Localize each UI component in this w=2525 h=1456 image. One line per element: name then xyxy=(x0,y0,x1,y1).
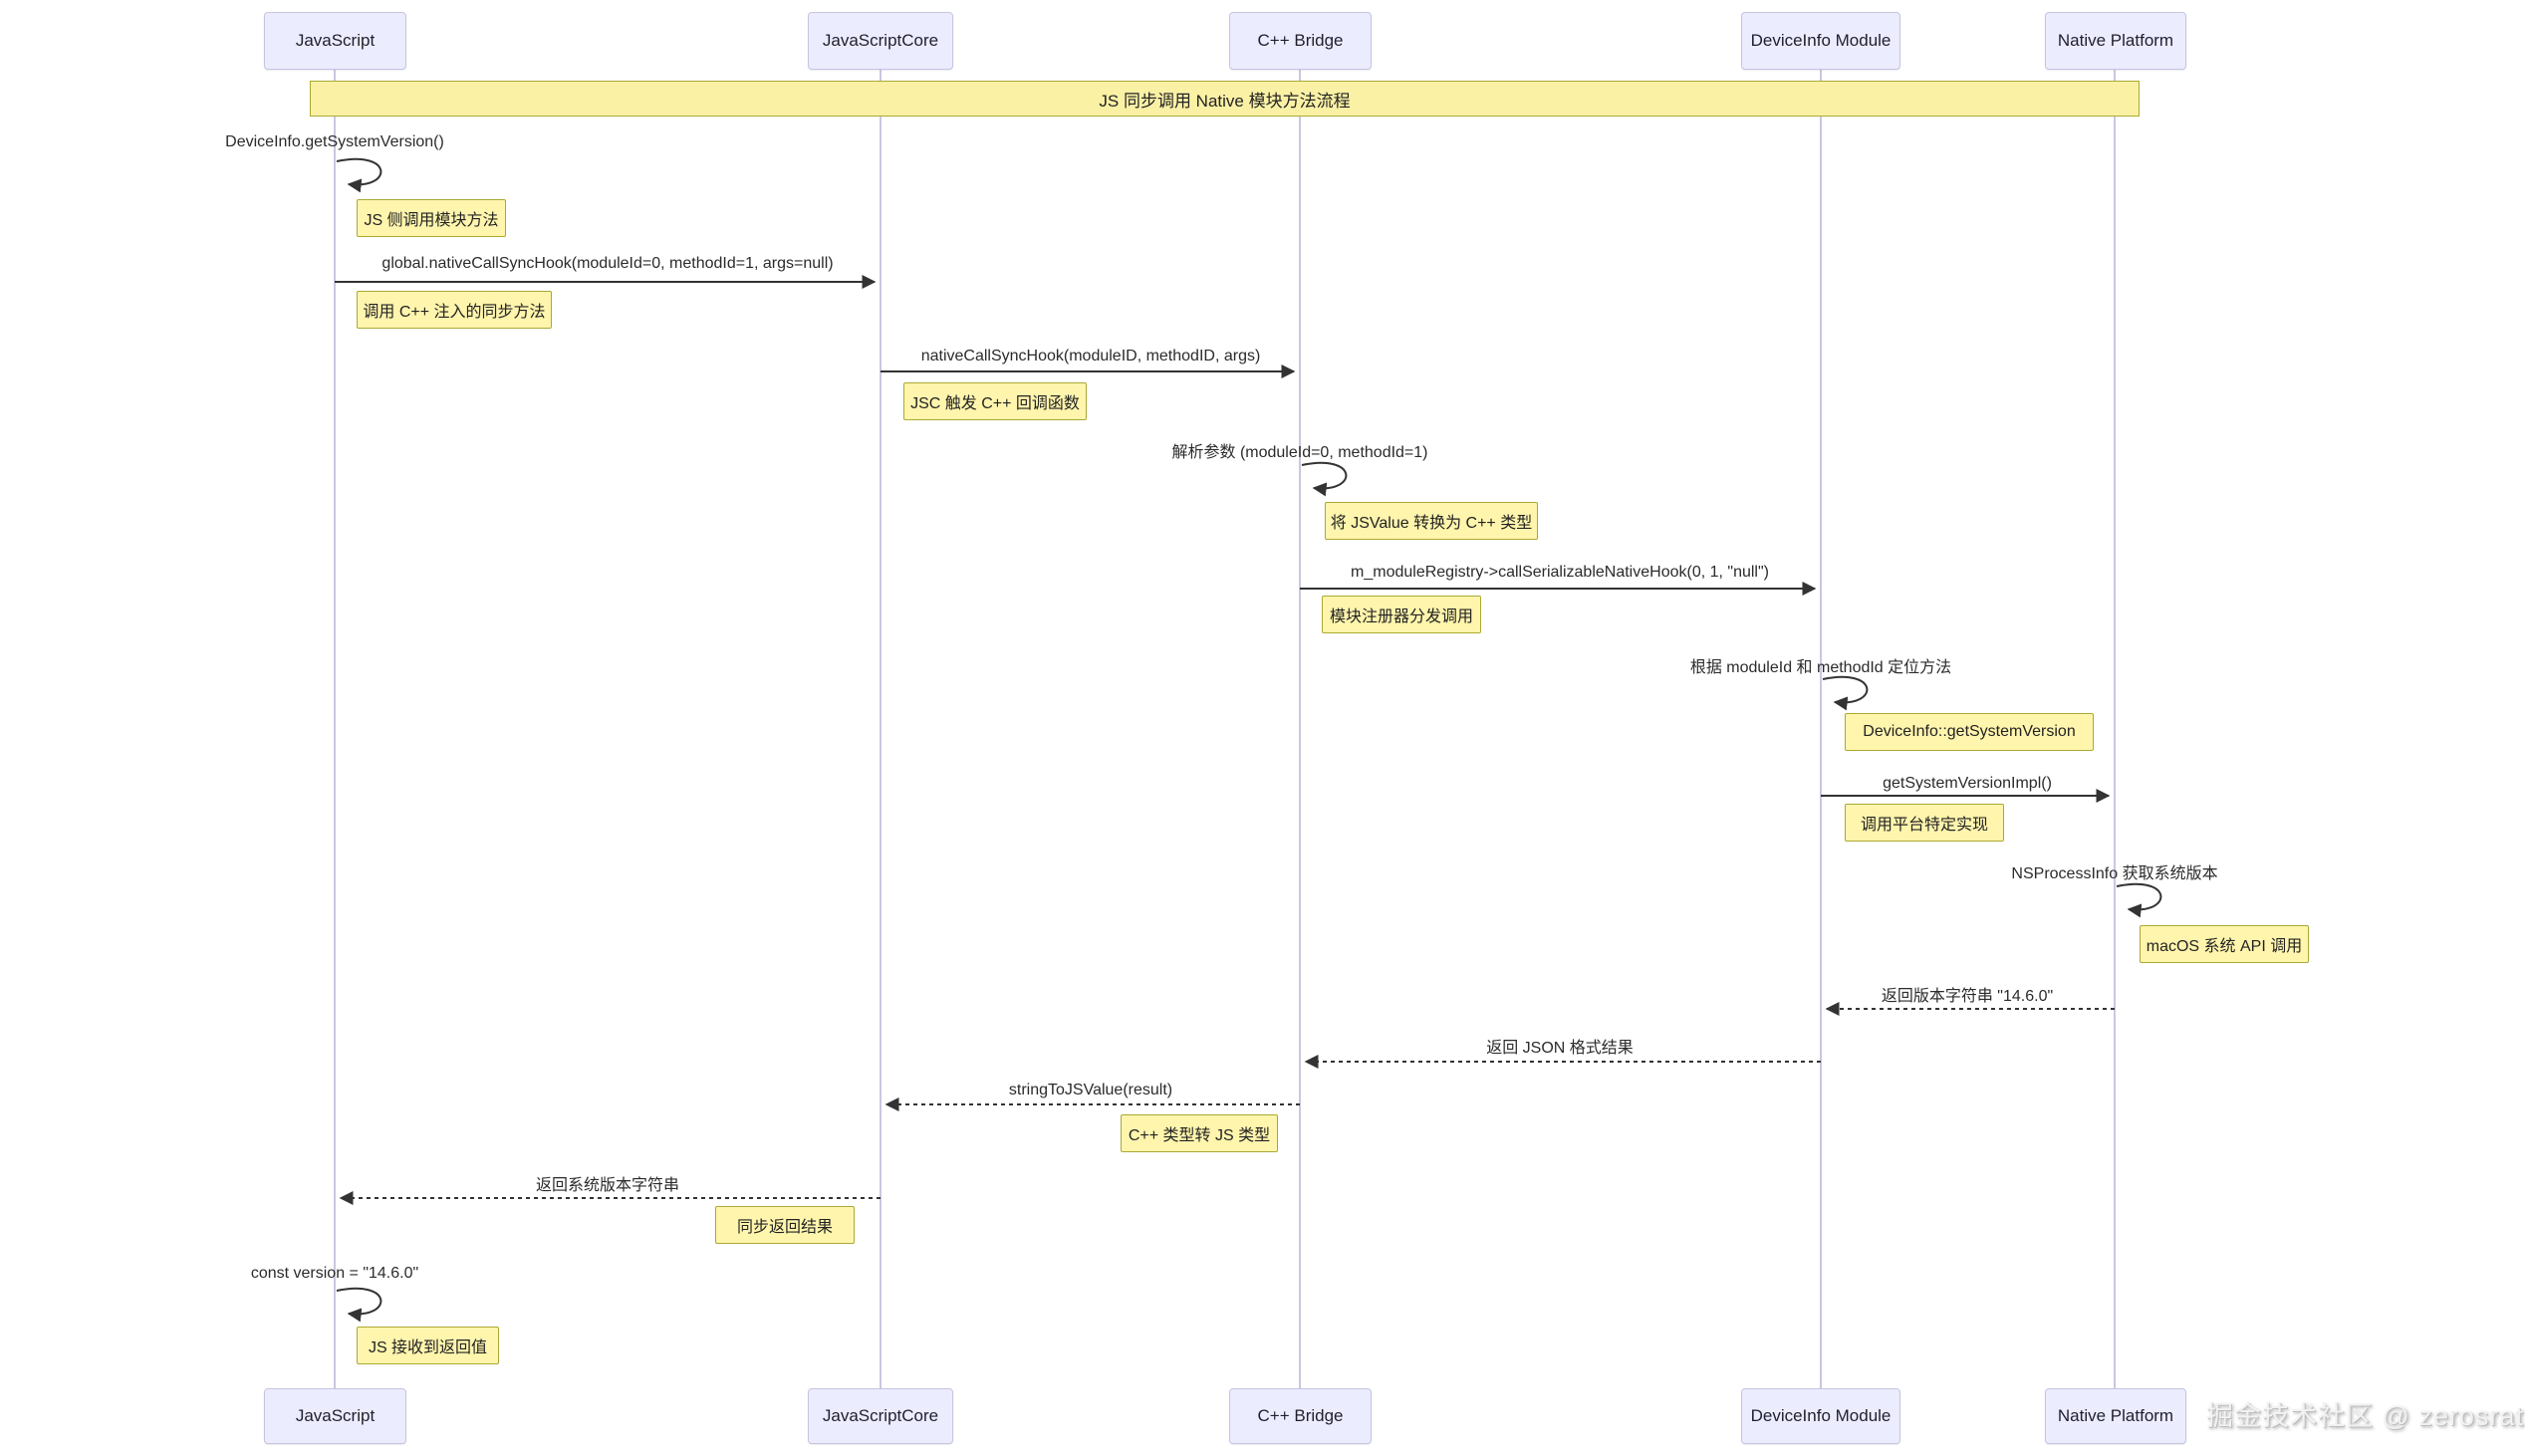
message-label-nsprocessinfo: NSProcessInfo 获取系统版本 xyxy=(2011,865,2218,882)
message-label-const-version: const version = "14.6.0" xyxy=(250,1265,419,1282)
participant-label: DeviceInfo Module xyxy=(1750,31,1892,50)
note-text: C++ 类型转 JS 类型 xyxy=(1128,1127,1271,1144)
note-text: JSC 触发 C++ 回调函数 xyxy=(910,395,1080,412)
note-js-side-call: JS 侧调用模块方法 xyxy=(357,199,506,237)
lifelines xyxy=(334,70,2116,1388)
note-macos-api-call: macOS 系统 API 调用 xyxy=(2140,925,2309,963)
message-label-nativecallsynchook: nativeCallSyncHook(moduleID, methodID, a… xyxy=(920,348,1261,364)
participant-label: JavaScriptCore xyxy=(822,31,939,50)
participant-label: JavaScript xyxy=(295,31,376,50)
note-call-cpp-sync: 调用 C++ 注入的同步方法 xyxy=(357,291,552,329)
note-text: 模块注册器分发调用 xyxy=(1329,608,1473,625)
message-label-nativecallsynchook-global: global.nativeCallSyncHook(moduleId=0, me… xyxy=(381,255,834,272)
self-loop-js-call xyxy=(336,157,382,193)
message-label-return-version-string: 返回版本字符串 "14.6.0" xyxy=(1881,988,2054,1005)
participant-javascript-bottom: JavaScript xyxy=(264,1388,406,1444)
message-label-return-system-version: 返回系统版本字符串 xyxy=(535,1177,680,1194)
note-sync-return: 同步返回结果 xyxy=(715,1206,855,1244)
message-label-return-json: 返回 JSON 格式结果 xyxy=(1486,1040,1634,1057)
note-text: macOS 系统 API 调用 xyxy=(2146,938,2303,955)
self-loop-deviceinfo-locate xyxy=(1822,675,1869,711)
note-text: JS 侧调用模块方法 xyxy=(364,212,499,229)
participant-label: JavaScript xyxy=(295,1406,376,1425)
note-text: 调用 C++ 注入的同步方法 xyxy=(363,304,546,321)
note-text: 将 JSValue 转换为 C++ 类型 xyxy=(1330,515,1533,532)
note-registry-dispatch: 模块注册器分发调用 xyxy=(1322,596,1481,633)
self-loop-native-nsprocessinfo xyxy=(2116,882,2162,918)
participant-javascriptcore-bottom: JavaScriptCore xyxy=(808,1388,953,1444)
note-text: JS 接收到返回值 xyxy=(368,1339,488,1356)
participant-label: Native Platform xyxy=(2057,31,2174,50)
message-label-moduleregistry: m_moduleRegistry->callSerializableNative… xyxy=(1351,564,1769,581)
diagram-title: JS 同步调用 Native 模块方法流程 xyxy=(1099,91,1351,111)
diagram-title-note: JS 同步调用 Native 模块方法流程 xyxy=(310,81,2140,117)
participant-label: C++ Bridge xyxy=(1257,31,1344,50)
message-label-getsystemversion: DeviceInfo.getSystemVersion() xyxy=(225,133,444,150)
participant-deviceinfo-module-top: DeviceInfo Module xyxy=(1741,12,1900,70)
message-label-locate-method: 根据 moduleId 和 methodId 定位方法 xyxy=(1689,659,1952,676)
participant-label: JavaScriptCore xyxy=(822,1406,939,1425)
self-loop-bridge-parse xyxy=(1301,461,1348,497)
participant-deviceinfo-module-bottom: DeviceInfo Module xyxy=(1741,1388,1900,1444)
message-label-stringtojsvalue: stringToJSValue(result) xyxy=(1008,1082,1173,1098)
note-deviceinfo-getsystemversion: DeviceInfo::getSystemVersion xyxy=(1845,713,2094,751)
message-label-getsystemversionimpl: getSystemVersionImpl() xyxy=(1883,775,2052,792)
participant-native-platform-bottom: Native Platform xyxy=(2045,1388,2186,1444)
note-jsvalue-to-cpp: 将 JSValue 转换为 C++ 类型 xyxy=(1325,502,1538,540)
note-text: 同步返回结果 xyxy=(736,1219,833,1236)
note-platform-impl: 调用平台特定实现 xyxy=(1845,804,2004,842)
note-text: 调用平台特定实现 xyxy=(1860,817,1988,834)
participant-label: Native Platform xyxy=(2057,1406,2174,1425)
participant-cpp-bridge-top: C++ Bridge xyxy=(1229,12,1372,70)
note-text: DeviceInfo::getSystemVersion xyxy=(1863,723,2076,740)
self-loop-js-receive xyxy=(336,1287,382,1323)
participant-label: DeviceInfo Module xyxy=(1750,1406,1892,1425)
message-arrows xyxy=(335,157,2162,1323)
note-cpp-to-js-type: C++ 类型转 JS 类型 xyxy=(1121,1114,1278,1152)
participant-javascript-top: JavaScript xyxy=(264,12,406,70)
participant-javascriptcore-top: JavaScriptCore xyxy=(808,12,953,70)
watermark: 掘金技术社区 @ zerosrat xyxy=(2206,1401,2524,1431)
participant-label: C++ Bridge xyxy=(1257,1406,1344,1425)
participant-cpp-bridge-bottom: C++ Bridge xyxy=(1229,1388,1372,1444)
note-js-received: JS 接收到返回值 xyxy=(357,1327,499,1364)
message-label-parse-args: 解析参数 (moduleId=0, methodId=1) xyxy=(1171,444,1428,461)
participant-native-platform-top: Native Platform xyxy=(2045,12,2186,70)
note-jsc-trigger-callback: JSC 触发 C++ 回调函数 xyxy=(903,382,1087,420)
